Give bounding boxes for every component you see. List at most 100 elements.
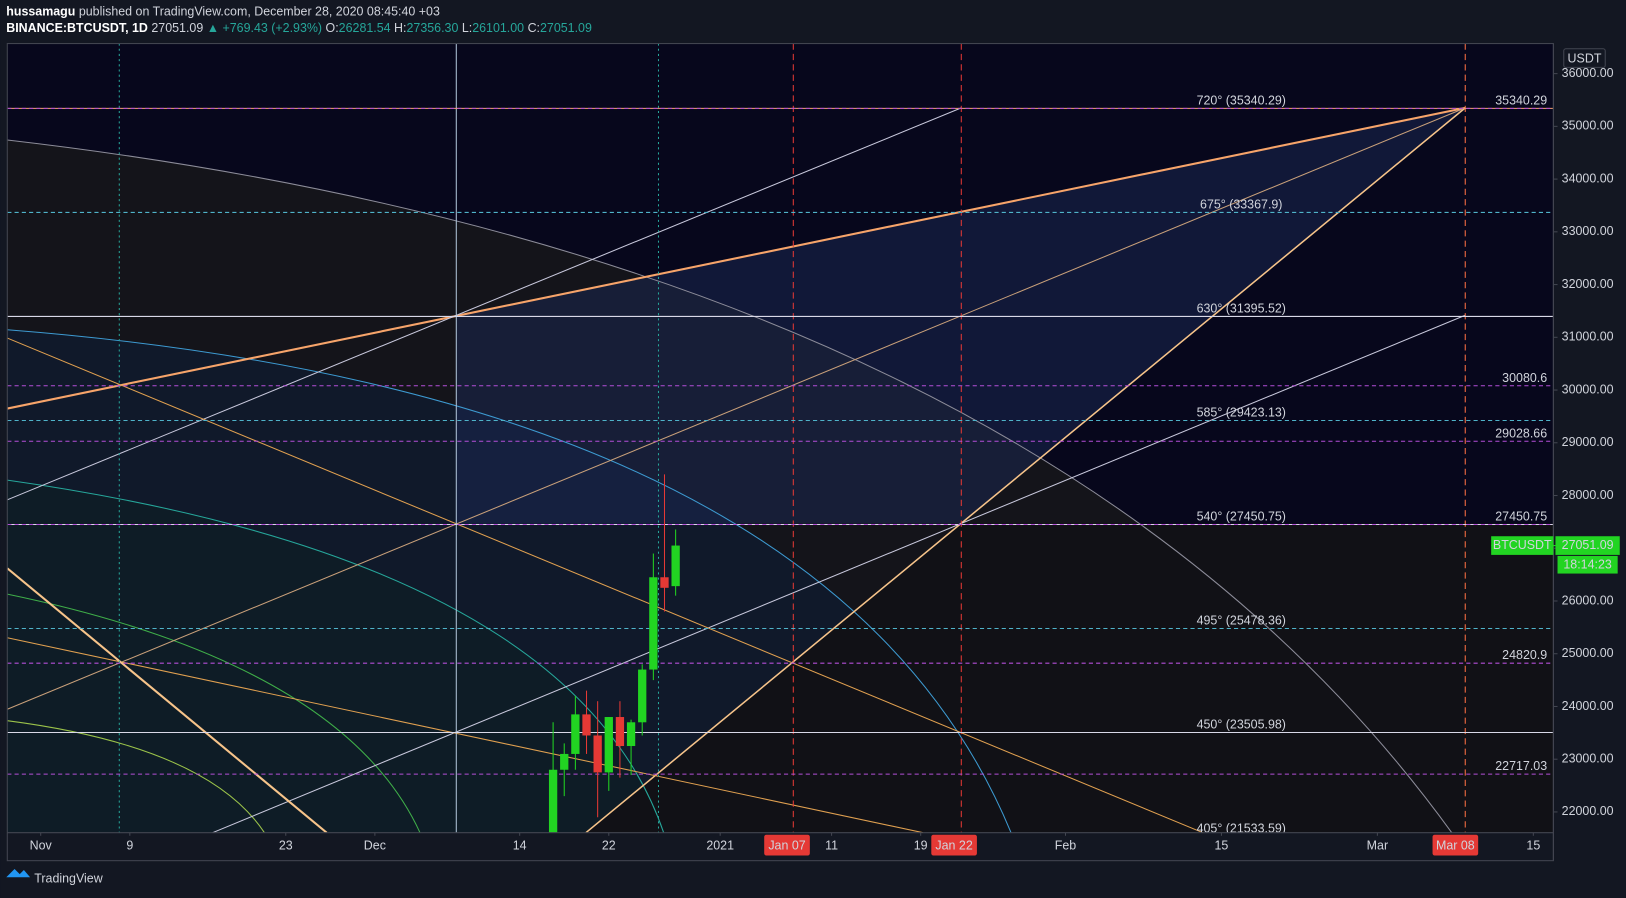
x-tick-label: Mar 08 bbox=[1436, 838, 1475, 852]
gann-arc bbox=[7, 593, 421, 833]
drawings bbox=[7, 43, 1554, 833]
y-tick-label: 29000.00 bbox=[1562, 435, 1614, 449]
published: published on TradingView.com, December 2… bbox=[79, 5, 440, 19]
ohlc-key: H: bbox=[394, 21, 406, 35]
candle-body bbox=[571, 714, 580, 754]
candle-body bbox=[638, 669, 647, 723]
y-tick-label: 33000.00 bbox=[1562, 224, 1614, 238]
frame bbox=[6, 43, 1554, 862]
symbol-tag bbox=[1491, 536, 1554, 555]
level-label: 405° (21533.59) bbox=[1197, 822, 1286, 836]
unit-label: USDT bbox=[1568, 51, 1602, 65]
x-tick-label: Jan 22 bbox=[935, 838, 972, 852]
level-label: 450° (23505.98) bbox=[1197, 718, 1286, 732]
price-label: 24820.9 bbox=[1502, 648, 1547, 662]
fan-line bbox=[7, 567, 328, 833]
y-tick-label: 35000.00 bbox=[1562, 119, 1614, 133]
candle-body bbox=[548, 769, 558, 833]
level-label: 495° (25478.36) bbox=[1197, 614, 1286, 628]
ohlc-value: 27051.09 bbox=[540, 21, 592, 35]
gann-arc bbox=[7, 329, 1012, 833]
y-tick-label: 24000.00 bbox=[1562, 699, 1614, 713]
x-tick-label: 22 bbox=[602, 838, 616, 852]
x-tick-highlight bbox=[931, 834, 977, 856]
ohlc-value: 27356.30 bbox=[406, 21, 458, 35]
x-tick-label: Mar bbox=[1367, 838, 1388, 852]
y-tick-label: 30000.00 bbox=[1562, 382, 1614, 396]
header-line: BINANCE:BTCUSDT, 1D 27051.09 ▲ +769.43 (… bbox=[6, 21, 592, 35]
candle-body bbox=[582, 714, 591, 736]
x-tick-label: Nov bbox=[30, 838, 53, 852]
y-tick-label: 22000.00 bbox=[1562, 804, 1614, 818]
ohlc-value: 26101.00 bbox=[472, 21, 524, 35]
level-label: 540° (27450.75) bbox=[1197, 510, 1286, 524]
symbol-tag-label: BTCUSDT bbox=[1493, 538, 1552, 552]
x-tick-label: 15 bbox=[1215, 838, 1229, 852]
logo bbox=[6, 868, 31, 878]
level-label: 585° (29423.13) bbox=[1197, 405, 1286, 419]
arc-zone bbox=[7, 480, 664, 833]
fan-line bbox=[212, 314, 1466, 833]
header-line: hussamagu published on TradingView.com, … bbox=[6, 5, 440, 19]
candle-body bbox=[593, 735, 602, 773]
y-tick-label: 32000.00 bbox=[1562, 277, 1614, 291]
y-tick-label: 25000.00 bbox=[1562, 646, 1614, 660]
x-tick-label: 9 bbox=[126, 838, 133, 852]
ohlc-key: O: bbox=[326, 21, 339, 35]
candle-body bbox=[671, 545, 680, 587]
price-label: 27450.75 bbox=[1495, 510, 1547, 524]
level-label: 630° (31395.52) bbox=[1197, 301, 1286, 315]
y-tick-label: 31000.00 bbox=[1562, 330, 1614, 344]
level-label: 720° (35340.29) bbox=[1197, 93, 1286, 107]
gann-arc bbox=[7, 139, 1453, 833]
countdown-label: 18:14:23 bbox=[1563, 558, 1611, 572]
candle-body bbox=[560, 753, 569, 770]
price-label: 30080.6 bbox=[1502, 371, 1547, 385]
x-tick-label: 2021 bbox=[706, 838, 734, 852]
price-label: 35340.29 bbox=[1495, 93, 1547, 107]
candle-body bbox=[649, 577, 658, 670]
price-tag bbox=[1555, 536, 1620, 555]
level-label: 675° (33367.9) bbox=[1200, 197, 1282, 211]
ohlc-key: C: bbox=[528, 21, 540, 35]
y-tick-label: 23000.00 bbox=[1562, 751, 1614, 765]
fan-line bbox=[585, 107, 1466, 833]
gann-arc bbox=[7, 720, 265, 833]
unit-box bbox=[1563, 48, 1606, 68]
levels: 720° (35340.29) 675° (33367.9) 630° (31395… bbox=[7, 93, 1554, 836]
brand[interactable]: TradingView bbox=[34, 872, 103, 886]
x-tick-label: 14 bbox=[513, 838, 527, 852]
price-tag-label: 27051.09 bbox=[1562, 538, 1614, 552]
last: 27051.09 bbox=[151, 21, 203, 35]
gann-arc bbox=[7, 479, 665, 833]
change: ▲ +769.43 (+2.93%) bbox=[207, 21, 322, 35]
x-tick-highlight bbox=[764, 834, 810, 856]
candles bbox=[548, 474, 680, 833]
ohlc-key: L: bbox=[462, 21, 472, 35]
candle-body bbox=[615, 717, 625, 747]
price-label: 29028.66 bbox=[1495, 426, 1547, 440]
y-tick-label: 28000.00 bbox=[1562, 488, 1614, 502]
candle-body bbox=[626, 722, 636, 747]
countdown-tag bbox=[1557, 555, 1618, 574]
candle-body bbox=[604, 717, 613, 773]
y-tick-label: 26000.00 bbox=[1562, 593, 1614, 607]
symbol: BINANCE:BTCUSDT, 1D bbox=[6, 21, 148, 35]
x-tick-label: 11 bbox=[825, 838, 838, 852]
x-tick-label: Feb bbox=[1055, 838, 1077, 852]
x-tick-label: Dec bbox=[364, 838, 386, 852]
ohlc-value: 26281.54 bbox=[339, 21, 391, 35]
y-tick-label: 36000.00 bbox=[1562, 66, 1614, 80]
x-tick-label: Jan 07 bbox=[768, 838, 805, 852]
x-tick-highlight bbox=[1432, 834, 1479, 856]
fan-zone bbox=[585, 523, 1554, 833]
fan-line bbox=[7, 637, 924, 833]
x-tick-label: 23 bbox=[279, 838, 293, 852]
fan-line bbox=[7, 107, 962, 501]
price-label: 22717.03 bbox=[1495, 759, 1547, 773]
fan-line bbox=[7, 106, 1466, 410]
x-tick-label: 19 bbox=[914, 838, 928, 852]
user: hussamagu bbox=[6, 5, 75, 19]
candle-body bbox=[660, 577, 669, 588]
